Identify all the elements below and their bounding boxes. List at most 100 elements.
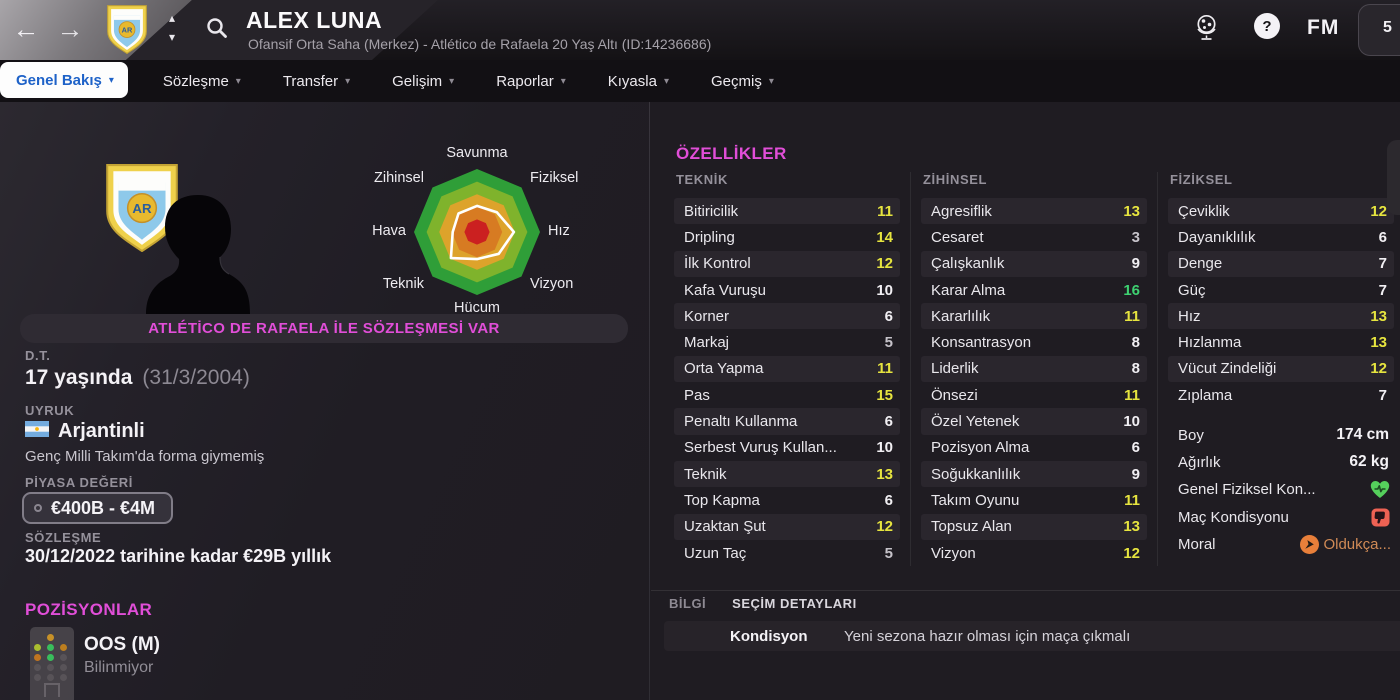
tab-sozlesme[interactable]: Sözleşme ▾ [142,60,262,102]
age-value: 17 yaşında [25,366,133,389]
attribute-row: Hızlanma 13 [1168,329,1394,355]
tab-transfer[interactable]: Transfer ▾ [262,60,371,102]
attribute-value: 6 [884,491,893,509]
attribute-row: Pas 15 [674,382,900,408]
tab-kiyasla[interactable]: Kıyasla ▾ [587,60,690,102]
tab-gelisim[interactable]: Gelişim ▾ [371,60,475,102]
chevron-down-icon: ▾ [345,75,351,87]
attribute-name: Vücut Zindeliği [1178,360,1277,378]
attribute-value: 9 [1131,465,1140,483]
attribute-row: Cesaret 3 [921,224,1147,250]
moral-value: Oldukça... [1323,536,1391,554]
notification-tab[interactable]: 5 [1358,4,1400,56]
world-button[interactable] [1193,13,1220,44]
attribute-row: Çalışkanlık 9 [921,250,1147,277]
player-subtitle: Ofansif Orta Saha (Merkez) - Atlético de… [248,36,712,52]
side-panel-handle[interactable] [1387,140,1400,215]
attribute-row: Zıplama 7 [1168,382,1394,408]
argentina-flag-icon [25,420,49,443]
pitch-goal-box [44,683,60,697]
attribute-name: Hızlanma [1178,334,1242,352]
tab-label: Genel Bakış [16,71,102,89]
attribute-name: Dripling [684,228,735,246]
attribute-value: 16 [1123,281,1140,299]
tab-secim-detaylari[interactable]: SEÇİM DETAYLARI [732,596,857,611]
player-overview-panel: Savunma Fiziksel Hız Vizyon Hücum Teknik Hava Z… [0,100,650,700]
info-tab-bar: BİLGİ SEÇİM DETAYLARI [669,596,857,611]
contract-banner: ATLÉTİCO DE RAFAELA İLE SÖZLEŞMESİ VAR [20,314,628,343]
attribute-row: Serbest Vuruş Kullan... 10 [674,435,900,461]
tag-hole-icon [34,504,42,512]
heart-pulse-icon [1370,480,1394,499]
chevron-up-icon: ▴ [168,11,176,25]
nationality-label: UYRUK [25,403,75,418]
attribute-name: Markaj [684,334,730,352]
attribute-name: Dayanıklılık [1178,228,1256,246]
attributes-header: ÖZELLİKLER [676,144,787,163]
attribute-value: 12 [1123,544,1140,562]
radar-axis-label: Hücum [454,300,500,316]
attribute-value: 14 [876,228,893,246]
tab-bilgi[interactable]: BİLGİ [669,596,707,611]
player-info-row: Boy 174 cm [1168,421,1394,448]
position-dot [59,673,67,681]
position-primary: OOS (M) [84,634,160,655]
back-button[interactable]: ← [8,8,44,50]
tab-genel-bakis[interactable]: Genel Bakış ▾ [0,62,128,98]
info-label: Moral [1178,536,1216,554]
position-dot [46,653,54,661]
attribute-row: Orta Yapma 11 [674,355,900,383]
attribute-radar-chart: Savunma Fiziksel Hız Vizyon Hücum Teknik Hava Z… [320,130,650,330]
market-value-tag[interactable]: €400B - €4M [22,492,174,524]
tab-label: Transfer [282,72,339,90]
attribute-name: Kafa Vuruşu [684,281,766,299]
chevron-down-icon: ▾ [168,30,176,44]
tab-label: Kıyasla [607,72,657,90]
chevron-down-icon: ▾ [449,75,455,87]
chevron-down-icon: ▾ [108,74,114,86]
attribute-value: 6 [1131,439,1140,457]
attribute-name: Özel Yetenek [931,413,1020,431]
positions-header: POZİSYONLAR [25,600,153,619]
attribute-value: 15 [876,386,893,404]
attribute-row: Dripling 14 [674,224,900,250]
help-button[interactable]: ? [1254,13,1280,39]
club-crest-icon[interactable] [106,4,148,59]
attribute-name: Karar Alma [931,281,1006,299]
player-photo-silhouette [146,192,250,319]
forward-button[interactable]: → [52,8,88,50]
attribute-column: FİZİKSEL Çeviklik 12 Dayanıklılık 6 Denge 7 Güç… [1168,172,1394,566]
attribute-row: Teknik 13 [674,460,900,488]
chevron-down-icon: ▾ [235,75,241,87]
attribute-value: 13 [876,465,893,483]
chevron-down-icon: ▾ [663,75,669,87]
tab-raporlar[interactable]: Raporlar ▾ [475,60,587,102]
attribute-value: 8 [1131,334,1140,352]
attribute-column-header: TEKNİK [676,172,728,187]
market-value: €400B - €4M [51,497,156,518]
positions-pitch [30,627,74,700]
attribute-value: 13 [1123,202,1140,220]
attribute-name: Uzun Taç [684,544,747,562]
player-info-row: Genel Fiziksel Kon... [1168,476,1394,503]
attribute-row: Vücut Zindeliği 12 [1168,355,1394,383]
attribute-row: Vizyon 12 [921,540,1147,566]
attribute-row: Çeviklik 12 [1168,198,1394,225]
attribute-value: 12 [1370,360,1387,378]
nationality-row: Arjantinli [25,420,145,443]
search-button[interactable] [206,17,228,42]
top-bar: ← → ▴ ▾ ALEX LUNA Ofansif Orta Saha (Mer… [0,0,1400,60]
thumb-down-icon [1371,508,1394,527]
tab-gecmis[interactable]: Geçmiş ▾ [690,60,795,102]
column-divider [1157,172,1158,567]
attribute-name: Top Kapma [684,491,760,509]
birthdate-value: (31/3/2004) [142,366,250,389]
attribute-value: 11 [1124,386,1140,404]
condition-label: Kondisyon [730,627,808,645]
attribute-value: 6 [884,307,893,325]
attribute-name: Önsezi [931,386,978,404]
attribute-value: 6 [884,413,893,431]
club-switcher[interactable]: ▴ ▾ [163,9,181,47]
attribute-name: Bitiricilik [684,202,739,220]
